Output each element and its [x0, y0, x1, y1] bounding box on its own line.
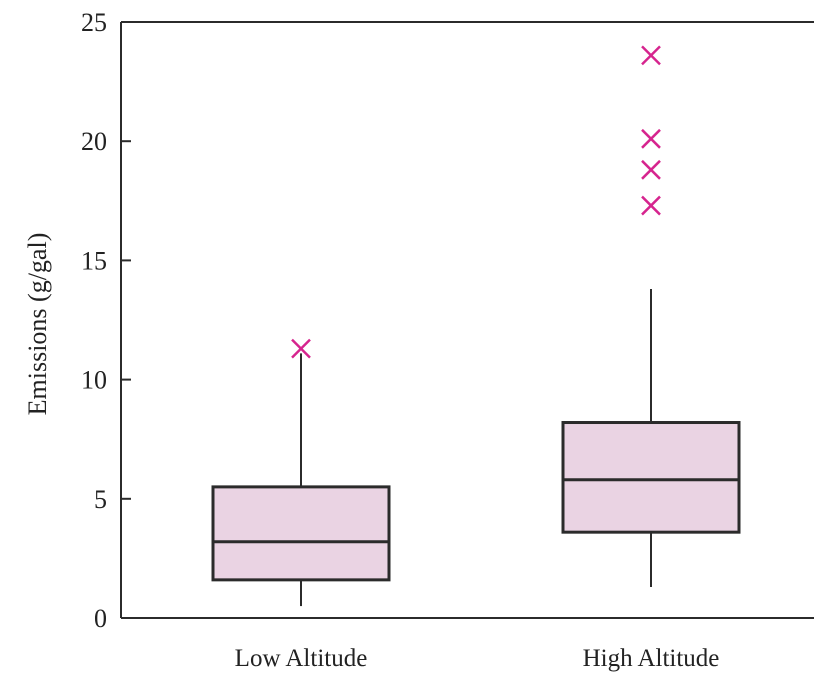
outlier-stroke [641, 195, 661, 216]
y-tick-label: 5 [94, 485, 107, 514]
outlier-stroke [291, 338, 311, 359]
box-iqr [561, 421, 741, 534]
x-category-label: Low Altitude [235, 645, 368, 672]
y-tick-label: 10 [81, 366, 107, 395]
x-category-label: High Altitude [583, 645, 720, 672]
outlier-point [641, 195, 661, 216]
y-tick-label: 20 [81, 127, 107, 156]
box-iqr [211, 485, 391, 582]
y-tick-label: 15 [81, 246, 107, 275]
y-tick-label: 25 [81, 8, 107, 37]
outlier-stroke [641, 128, 661, 149]
y-axis-title: Emissions (g/gal) [23, 233, 52, 416]
outlier-point [641, 159, 661, 180]
outlier-stroke [641, 45, 661, 66]
box-high-altitude [561, 45, 741, 588]
y-tick-label: 0 [94, 604, 107, 633]
axes: 0 5 10 15 20 25 Low Altitude High Altitude [81, 8, 814, 672]
boxes [211, 45, 741, 607]
outlier-stroke [641, 159, 661, 180]
outlier-point [641, 128, 661, 149]
outlier-point [291, 338, 311, 359]
outlier-point [641, 45, 661, 66]
box-low-altitude [211, 338, 391, 607]
